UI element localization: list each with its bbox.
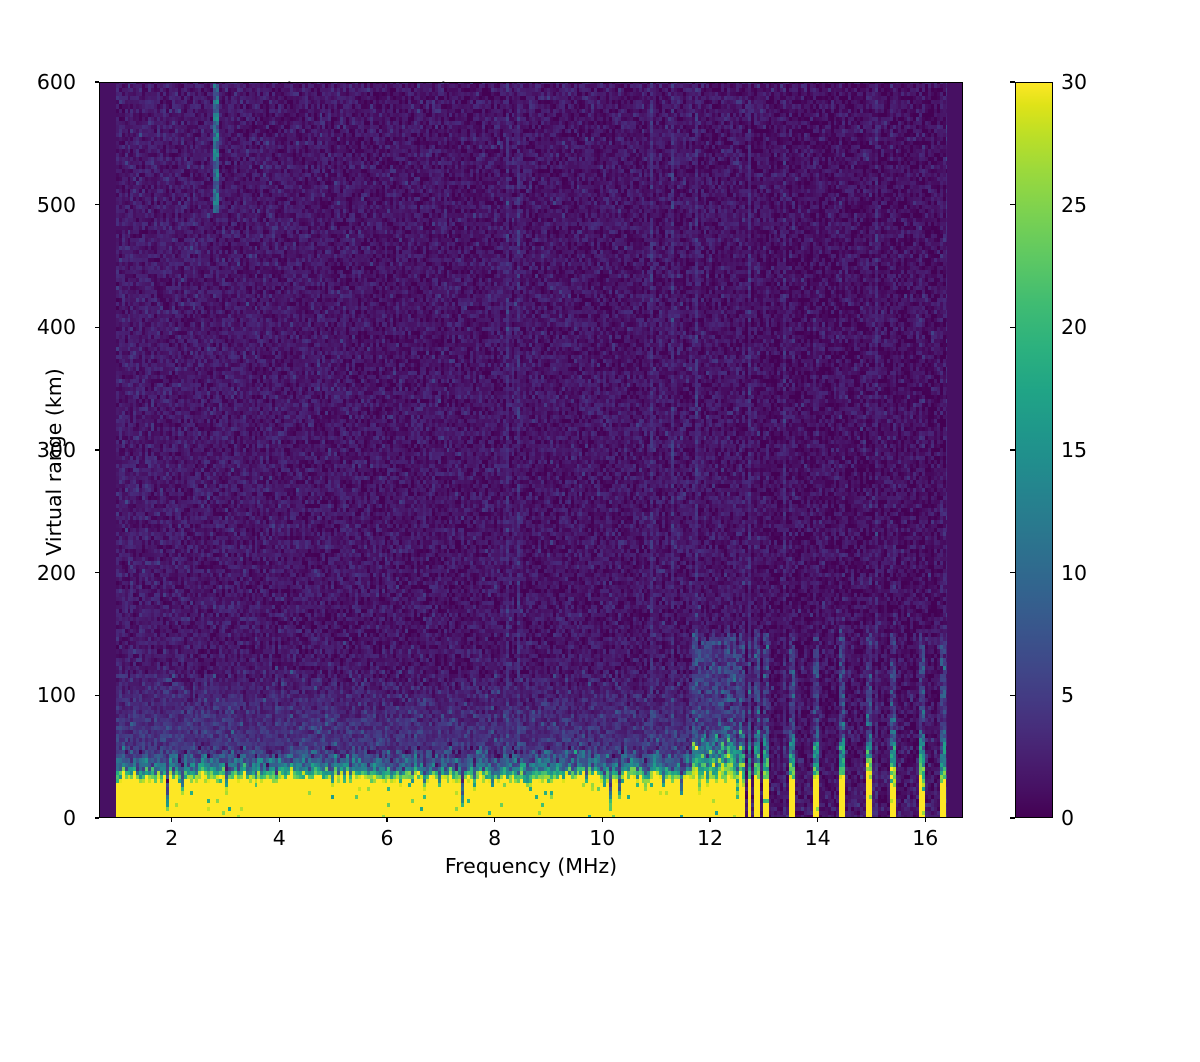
y-tick-label: 300 [36, 438, 76, 462]
colorbar-tick-label: 30 [1061, 70, 1088, 94]
x-tick-label: 8 [488, 826, 502, 850]
y-tick-mark [94, 203, 99, 206]
x-tick-label: 2 [165, 826, 179, 850]
plot-area[interactable] [99, 82, 963, 818]
x-tick-mark [601, 818, 604, 823]
colorbar-tick-label: 10 [1061, 560, 1088, 585]
colorbar-tick-label: 25 [1061, 192, 1088, 217]
colorbar-tick-mark [1010, 571, 1015, 574]
y-tick-label: 200 [36, 560, 76, 585]
colorbar: 0 5 10 15 20 25 30 [1010, 70, 1087, 830]
y-tick-mark [94, 81, 99, 83]
colorbar-tick-label: 20 [1061, 315, 1088, 340]
y-tick-mark [94, 571, 99, 574]
colorbar-tick-label: 15 [1061, 438, 1088, 462]
colorbar-tick-mark [1010, 81, 1015, 83]
y-axis-label: Virtual range (km) [42, 368, 66, 556]
x-tick-mark [278, 818, 281, 823]
ionogram-figure: IRF Kiruna Ionosonde KI167 2026-02-05 22… [36, 70, 1088, 878]
colorbar-tick-mark [1010, 817, 1015, 819]
x-axis-label: Frequency (MHz) [444, 854, 618, 878]
y-tick-mark [94, 817, 99, 819]
colorbar-gradient [1015, 82, 1053, 818]
x-tick-mark [386, 818, 388, 823]
x-tick-mark [924, 818, 926, 823]
x-tick-mark [709, 818, 711, 823]
x-tick-mark [493, 818, 496, 823]
y-tick-mark [94, 694, 99, 697]
y-tick-mark [94, 449, 99, 451]
x-tick-label: 14 [804, 826, 831, 850]
colorbar-tick-mark [1010, 449, 1015, 451]
x-tick-label: 4 [272, 826, 286, 850]
x-tick-label: 10 [589, 826, 616, 850]
y-tick-label: 600 [36, 70, 76, 94]
colorbar-tick-label: 5 [1061, 683, 1075, 708]
x-tick-mark [816, 818, 819, 823]
x-tick-label: 6 [380, 826, 394, 850]
y-tick-label: 0 [62, 806, 76, 830]
y-tick-label: 400 [36, 315, 76, 340]
y-tick-label: 500 [36, 192, 76, 217]
colorbar-tick-mark [1010, 203, 1015, 206]
y-tick-mark [94, 326, 99, 329]
ionogram-heatmap [100, 83, 962, 817]
y-tick-label: 100 [36, 683, 76, 708]
colorbar-tick-mark [1010, 694, 1015, 697]
colorbar-tick-label: 0 [1061, 806, 1075, 830]
colorbar-tick-mark [1010, 326, 1015, 329]
x-tick-label: 12 [696, 826, 724, 850]
x-tick-mark [170, 818, 173, 823]
x-tick-label: 16 [912, 826, 939, 850]
